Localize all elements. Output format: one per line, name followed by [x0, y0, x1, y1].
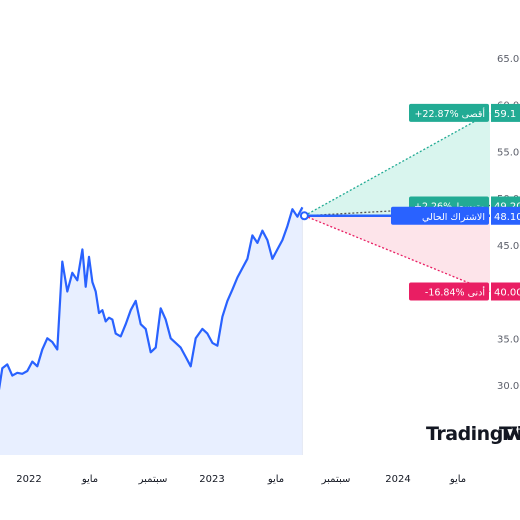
x-tick-label: مايو [81, 474, 98, 485]
high-forecast-line [304, 112, 491, 217]
price-line [0, 206, 304, 390]
high-label: +22.87% أقصى [414, 107, 485, 120]
high-value-box [491, 103, 520, 122]
x-tick-label: 2024 [385, 474, 410, 485]
current-label: الاشتراك الحالي [422, 212, 485, 223]
x-tick-label: سبتمبر [138, 474, 168, 485]
x-tick-label: 2023 [199, 474, 224, 485]
y-tick-label: 30.00 [497, 381, 520, 392]
brand-name: TradingView [426, 423, 520, 445]
y-tick-label: 45.00 [497, 241, 520, 252]
brand-logo-mark: TV [499, 423, 520, 445]
low-label-box [409, 282, 489, 301]
low-value: 40.00 [494, 288, 520, 299]
price-area [0, 207, 303, 455]
x-tick-label: سبتمبر [321, 474, 351, 485]
current-label-box [391, 206, 489, 225]
x-tick-label: 2022 [16, 474, 41, 485]
price-line-path [0, 206, 304, 390]
y-tick-label: 35.00 [497, 334, 520, 345]
x-tick-label: مايو [449, 474, 466, 485]
tradingview-logo[interactable]: TradingView TV [426, 423, 520, 445]
current-value: 48.10 [494, 212, 520, 223]
low-forecast-line [304, 215, 491, 293]
high-value: 59.1 [494, 109, 516, 120]
low-label: -16.84% أدنى [425, 286, 485, 299]
high-label-box [409, 103, 489, 122]
price-area-fill [0, 207, 303, 455]
current-value-box [491, 206, 520, 225]
x-axis: 2022 مايو سبتمبر 2023 مايو سبتمبر 2024 مايو [16, 474, 466, 485]
y-tick-label: 65.00 [497, 54, 520, 65]
current-price-marker [299, 211, 309, 221]
y-tick-label: 55.00 [497, 147, 520, 158]
x-tick-label: مايو [267, 474, 284, 485]
low-value-box [491, 282, 520, 301]
